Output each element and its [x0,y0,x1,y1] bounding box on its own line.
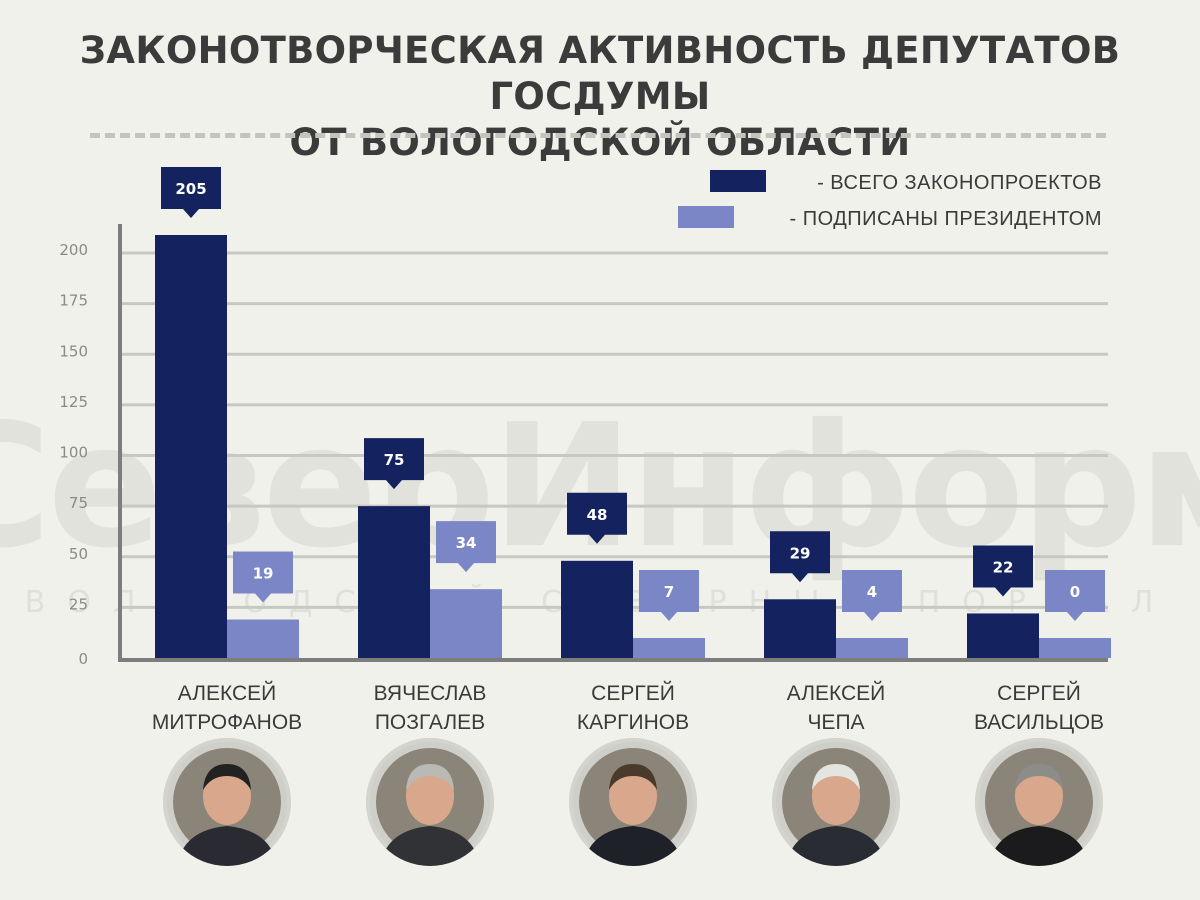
data-label-box [639,570,699,621]
category-label: АЛЕКСЕЙ [178,681,277,705]
page-title: ЗАКОНОТВОРЧЕСКАЯ АКТИВНОСТЬ ДЕПУТАТОВ ГО… [0,28,1200,166]
category-label: ВЯЧЕСЛАВ [374,682,487,705]
y-tick-label: 75 [69,494,88,512]
data-label: 75 [384,451,405,469]
category-label: СЕРГЕЙ [591,681,675,705]
legend-swatch [710,170,766,192]
category-label: ПОЗГАЛЕВ [375,711,485,734]
category-label: СЕРГЕЙ [997,681,1081,705]
bar-total [764,599,836,658]
portrait-pozgalev-icon [366,738,494,866]
data-label: 7 [664,583,674,601]
category-label: ЧЕПА [807,711,864,734]
data-label-box [233,551,293,603]
data-label-box [770,531,830,583]
y-tick-label: 200 [59,241,88,259]
data-label: 4 [867,583,877,601]
bar-total [561,560,633,658]
dashed-divider [90,133,1106,138]
bar-signed [1039,638,1111,658]
data-label-box [1045,570,1105,621]
bar-signed [836,638,908,658]
bar-total [967,613,1039,658]
bar-total [155,235,227,658]
portrait-chepa-icon [772,738,900,866]
data-label: 22 [993,558,1014,576]
portrait-karginov-icon [569,738,697,866]
bar-signed [227,619,299,658]
data-label-box [973,545,1033,597]
data-label: 34 [456,534,477,552]
category-label: АЛЕКСЕЙ [787,681,886,705]
legend-label: - ВСЕГО ЗАКОНОПРОЕКТОВ [817,172,1102,194]
data-label: 29 [790,544,811,562]
portrait-mitrofanov-icon [163,738,291,866]
data-label-box [161,167,221,218]
data-label-box [364,438,424,490]
data-label: 48 [587,506,608,524]
legend-swatch [678,206,734,228]
y-tick-label: 100 [59,444,88,462]
category-label: КАРГИНОВ [577,711,689,734]
title-line-1: ЗАКОНОТВОРЧЕСКАЯ АКТИВНОСТЬ ДЕПУТАТОВ ГО… [79,29,1121,118]
bar-total [358,506,430,658]
y-tick-label: 175 [59,292,88,310]
y-tick-label: 50 [69,545,88,563]
data-label: 0 [1070,583,1080,601]
y-tick-label: 0 [78,650,88,668]
y-tick-label: 150 [59,342,88,360]
data-label-box [567,492,627,544]
y-tick-label: 25 [69,595,88,613]
portrait-vasiltsov-icon [975,738,1103,866]
category-label: МИТРОФАНОВ [152,711,302,734]
data-label: 205 [175,180,206,198]
data-label-box [436,521,496,573]
y-tick-label: 125 [59,393,88,411]
bar-signed [633,638,705,658]
bar-signed [430,589,502,658]
title-line-2: ОТ ВОЛОГОДСКОЙ ОБЛАСТИ [289,121,911,164]
data-label-box [842,570,902,621]
legend-label: - ПОДПИСАНЫ ПРЕЗИДЕНТОМ [790,208,1103,230]
data-label: 19 [253,565,274,583]
category-label: ВАСИЛЬЦОВ [974,711,1104,734]
